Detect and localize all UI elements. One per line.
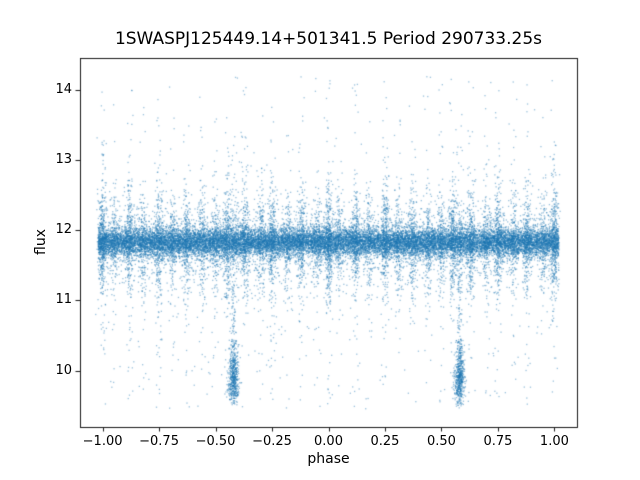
x-tick-label: 0.25 <box>370 434 400 449</box>
y-tick-label: 14 <box>55 81 72 97</box>
x-tick-label: 0.75 <box>483 434 513 449</box>
y-tick-label: 11 <box>55 292 72 308</box>
x-tick-label: 1.00 <box>539 434 569 449</box>
x-tick-label: −0.75 <box>139 434 179 449</box>
x-tick-label: −0.25 <box>252 434 292 449</box>
chart-title: 1SWASPJ125449.14+501341.5 Period 290733.… <box>114 29 543 49</box>
x-tick-label: 0.00 <box>314 434 343 449</box>
y-tick-label: 12 <box>55 222 72 238</box>
y-tick-label: 10 <box>55 362 72 378</box>
x-axis-label: phase <box>307 451 350 467</box>
x-tick-label: −1.00 <box>82 434 123 449</box>
y-tick-label: 13 <box>55 151 72 167</box>
x-tick-label: −0.50 <box>195 434 236 449</box>
x-tick-label: 0.50 <box>426 434 456 449</box>
